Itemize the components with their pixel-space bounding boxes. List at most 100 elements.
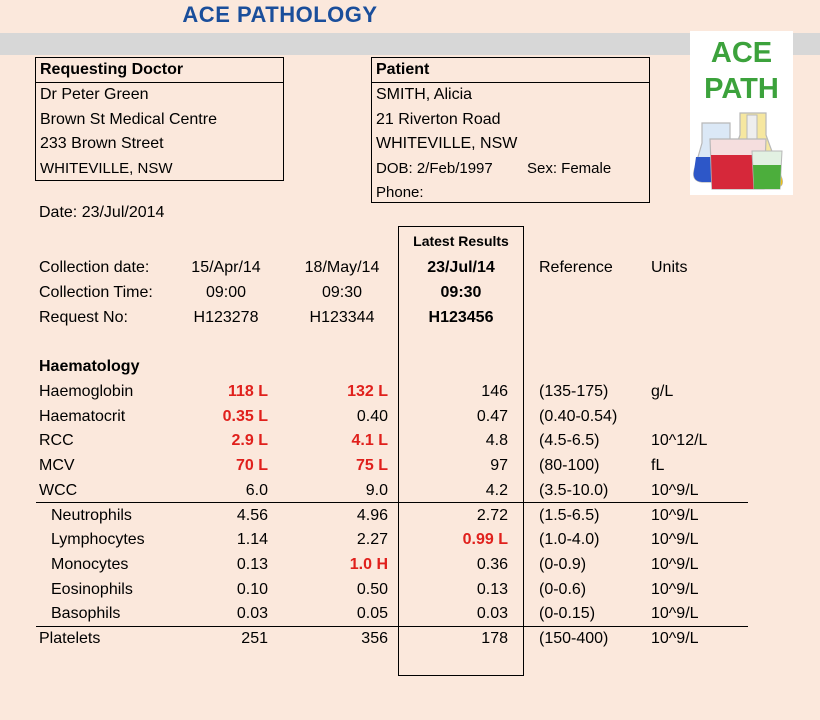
- result-reference: (0.40-0.54): [539, 407, 618, 425]
- patient-box: Patient SMITH, Alicia 21 Riverton Road W…: [371, 57, 650, 203]
- patient-name: SMITH, Alicia: [376, 86, 473, 103]
- result-unit: 10^9/L: [651, 481, 699, 499]
- meta-value-latest: 09:30: [440, 284, 482, 301]
- patient-sex: Sex: Female: [527, 159, 612, 177]
- meta-value: 09:30: [321, 284, 363, 301]
- result-reference: (1.5-6.5): [539, 506, 600, 524]
- result-value-apr: 1.14: [236, 531, 268, 549]
- result-value-latest: 0.13: [476, 580, 508, 598]
- doctor-name: Dr Peter Green: [40, 86, 149, 103]
- result-value-apr: 251: [241, 630, 268, 647]
- lab-flasks-icon: [693, 112, 783, 190]
- result-value-may: 4.1 L: [351, 432, 388, 450]
- result-unit: 10^9/L: [651, 555, 699, 573]
- patient-dob-sex-row: DOB: 2/Feb/1997 Sex: Female: [372, 157, 649, 182]
- result-value-latest: 2.72: [476, 506, 508, 524]
- result-label: RCC: [39, 432, 74, 450]
- result-unit: 10^9/L: [651, 506, 699, 524]
- result-value-apr: 0.13: [236, 555, 268, 573]
- logo-text-ace: ACE: [710, 37, 773, 69]
- result-unit: 10^9/L: [651, 531, 699, 549]
- meta-label: Collection Time:: [39, 284, 153, 301]
- result-value-latest: 0.47: [476, 407, 508, 425]
- result-value-apr: 0.10: [236, 580, 268, 598]
- result-unit: 10^9/L: [651, 630, 699, 647]
- patient-heading: Patient: [372, 58, 649, 83]
- result-label: Neutrophils: [51, 506, 132, 524]
- patient-address-street: 21 Riverton Road: [376, 110, 501, 128]
- result-value-may: 0.05: [356, 605, 388, 623]
- result-label: Monocytes: [51, 555, 129, 573]
- result-reference: (150-400): [539, 630, 609, 647]
- result-label: Lymphocytes: [51, 531, 145, 549]
- logo-text-path: PATH: [704, 73, 779, 105]
- result-value-apr: 4.56: [236, 506, 268, 524]
- result-value-latest: 0.36: [476, 555, 508, 573]
- meta-value: 09:00: [205, 284, 247, 301]
- result-value-may: 1.0 H: [349, 555, 388, 573]
- patient-dob: DOB: 2/Feb/1997: [376, 159, 493, 177]
- result-label: Platelets: [39, 630, 101, 647]
- units-header: Units: [651, 259, 688, 276]
- result-value-apr: 6.0: [245, 481, 268, 499]
- doctor-street: 233 Brown Street: [40, 135, 164, 152]
- meta-label: Request No:: [39, 309, 128, 326]
- report-date: Date: 23/Jul/2014: [39, 204, 165, 221]
- meta-value: H123344: [309, 309, 375, 326]
- result-value-latest: 97: [490, 457, 508, 475]
- result-label: WCC: [39, 481, 78, 499]
- doctor-heading: Requesting Doctor: [36, 58, 283, 83]
- meta-value: 15/Apr/14: [191, 259, 261, 276]
- patient-address-town: WHITEVILLE, NSW: [376, 135, 518, 152]
- reference-header: Reference: [539, 259, 613, 276]
- result-value-latest: 4.8: [485, 432, 508, 450]
- patient-phone: Phone:: [376, 184, 424, 201]
- result-label: Haemoglobin: [39, 383, 134, 400]
- row-divider: [36, 502, 748, 503]
- result-value-may: 132 L: [347, 383, 388, 400]
- result-value-latest: 0.03: [476, 605, 508, 623]
- requesting-doctor-box: Requesting Doctor Dr Peter Green Brown S…: [35, 57, 284, 181]
- result-value-latest: 178: [481, 630, 508, 647]
- doctor-practice: Brown St Medical Centre: [40, 110, 217, 128]
- result-reference: (1.0-4.0): [539, 531, 600, 549]
- meta-label: Collection date:: [39, 259, 150, 276]
- result-value-apr: 70 L: [235, 457, 268, 475]
- meta-value-latest: H123456: [428, 309, 494, 326]
- result-value-apr: 2.9 L: [231, 432, 268, 450]
- result-value-may: 356: [361, 630, 388, 647]
- result-reference: (0-0.6): [539, 580, 587, 598]
- row-divider: [36, 626, 748, 627]
- result-value-latest: 0.99 L: [462, 531, 508, 549]
- result-unit: g/L: [651, 383, 674, 400]
- result-label: Eosinophils: [51, 580, 133, 598]
- ace-path-logo: ACE PATH: [690, 31, 793, 195]
- result-unit: 10^9/L: [651, 580, 699, 598]
- result-reference: (80-100): [539, 457, 600, 475]
- section-title: Haematology: [39, 358, 140, 375]
- result-value-apr: 0.35 L: [222, 407, 268, 425]
- result-value-apr: 118 L: [227, 383, 268, 400]
- result-unit: fL: [651, 457, 665, 475]
- meta-value: H123278: [193, 309, 259, 326]
- result-label: MCV: [39, 457, 75, 475]
- doctor-town: WHITEVILLE, NSW: [40, 159, 173, 177]
- result-value-apr: 0.03: [236, 605, 268, 623]
- result-reference: (3.5-10.0): [539, 481, 609, 499]
- meta-value-latest: 23/Jul/14: [427, 259, 495, 276]
- result-label: Basophils: [51, 605, 121, 623]
- result-reference: (135-175): [539, 383, 609, 400]
- result-reference: (4.5-6.5): [539, 432, 600, 450]
- result-label: Haematocrit: [39, 407, 126, 425]
- header-bar: [0, 33, 820, 55]
- result-value-latest: 146: [481, 383, 508, 400]
- result-value-may: 9.0: [365, 481, 388, 499]
- result-value-latest: 4.2: [485, 481, 508, 499]
- meta-value: 18/May/14: [304, 259, 380, 276]
- result-unit: 10^12/L: [651, 432, 708, 450]
- latest-results-column: [398, 226, 524, 676]
- result-value-may: 2.27: [356, 531, 388, 549]
- page-title: ACE PATHOLOGY: [182, 2, 378, 27]
- result-unit: 10^9/L: [651, 605, 699, 623]
- result-value-may: 0.40: [356, 407, 388, 425]
